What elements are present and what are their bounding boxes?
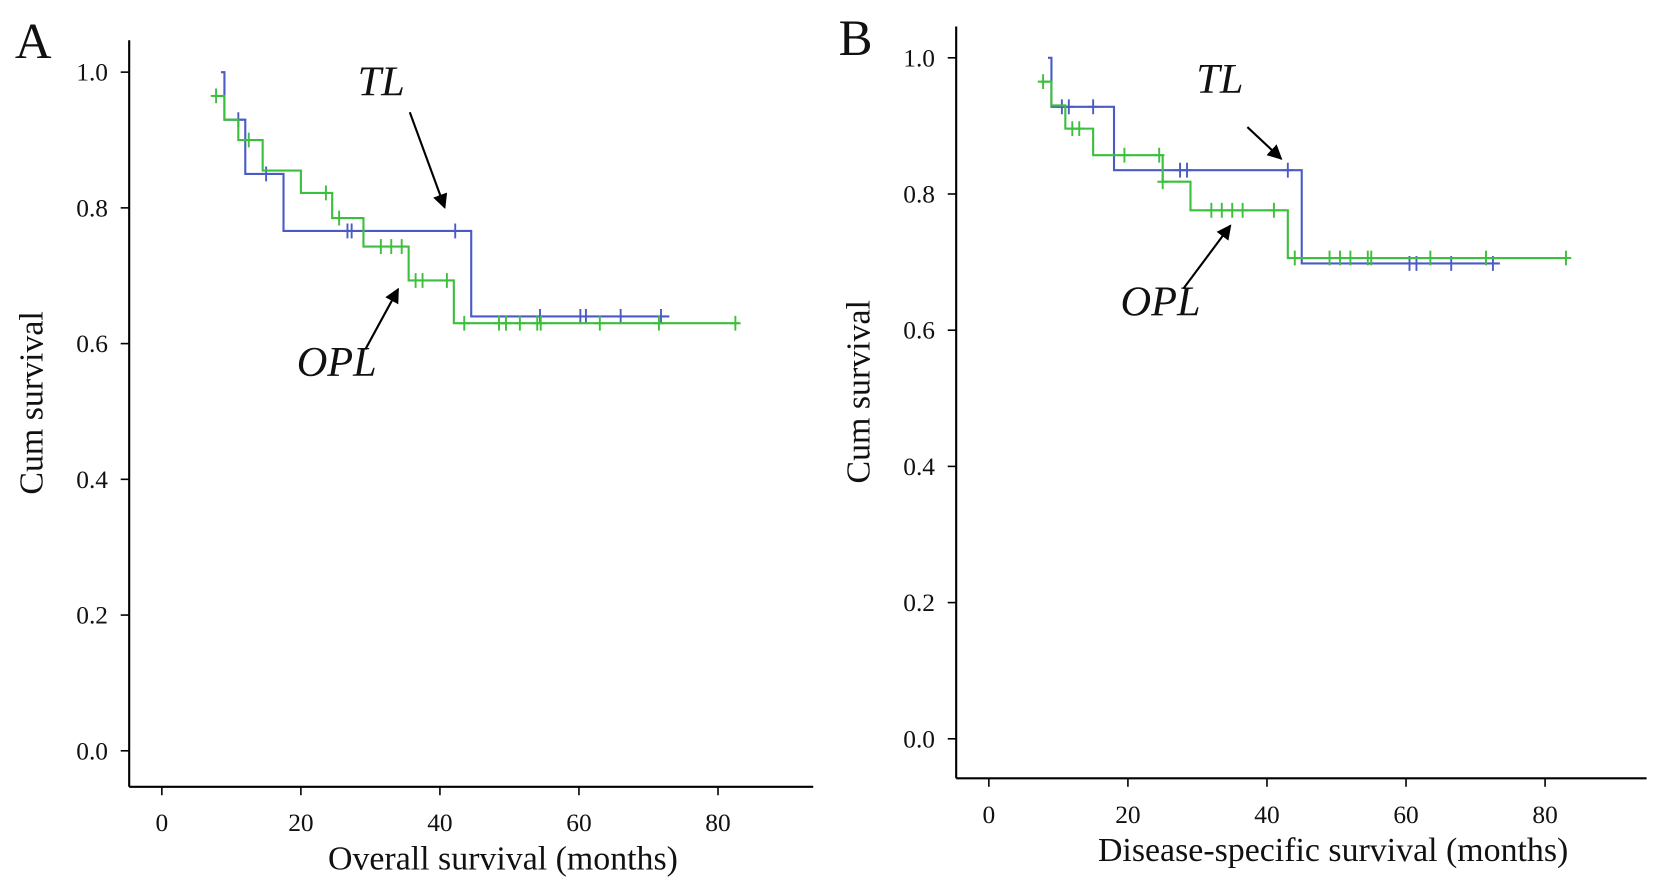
y-tick-label: 0.8 [76,194,108,222]
censor-mark [385,239,397,254]
y-tick-label: 0.0 [76,737,108,765]
censor-mark [730,315,741,331]
censor-mark [1289,250,1301,266]
y-tick-label: 1.0 [903,44,935,72]
censor-mark [1153,147,1165,163]
y-tick-label: 0.6 [903,317,935,345]
censor-mark [1237,202,1248,218]
x-tick-label: 60 [1393,801,1418,829]
censor-mark [1181,162,1193,178]
censor-mark [449,223,461,239]
annotation-arrow [1183,224,1232,289]
x-tick-label: 80 [705,809,730,837]
censor-mark [580,309,592,324]
curve-label: OPL [1121,279,1201,326]
censor-mark [1087,99,1099,115]
censor-mark [1365,250,1377,266]
y-tick-label: 0.4 [76,466,108,494]
censor-mark [615,309,626,324]
censor-mark [210,88,222,104]
censor-mark [655,309,667,324]
censor-mark [396,239,407,254]
y-tick-label: 0.6 [76,330,108,358]
censor-mark [653,315,665,331]
censor-mark [1425,250,1436,266]
censor-mark [1324,250,1335,266]
censor-mark [375,239,387,254]
x-tick-label: 0 [156,809,169,837]
censor-mark [346,223,357,239]
censor-mark [1157,174,1168,190]
censor-mark [458,315,470,331]
censor-mark [514,315,526,331]
x-tick-label: 80 [1532,801,1557,829]
y-tick-label: 0.8 [903,180,935,208]
y-tick-label: 0.2 [76,602,108,630]
censor-mark [1226,202,1238,218]
x-axis-label: Disease-specific survival (months) [1098,832,1568,869]
y-tick-label: 1.0 [76,59,108,87]
x-tick-label: 20 [1115,801,1140,829]
censor-mark [441,273,453,288]
x-tick-label: 0 [983,801,996,829]
x-axis-label: Overall survival (months) [328,840,678,877]
censor-mark [1073,121,1085,137]
chart-panel: B 0 20 40 60 80 0.0 0.2 0.4 0.6 0.8 1.0 Disease-spec… [839,10,1647,869]
x-tick-label: 40 [427,809,452,837]
censor-mark [1037,74,1049,90]
censor-mark [417,273,428,288]
x-tick-label: 60 [566,809,591,837]
survival-curve [1047,56,1500,265]
censor-mark [1345,250,1356,266]
annotation-arrow [364,287,400,350]
censor-mark [243,132,255,148]
censor-mark [1560,250,1572,266]
censor-mark [1119,147,1130,163]
curve-label: TL [1196,56,1243,103]
censor-mark [1216,202,1228,218]
y-axis-label: Cum survival [840,300,877,483]
censor-mark [1206,202,1217,218]
y-tick-label: 0.4 [903,453,935,481]
curve-label: TL [358,58,405,105]
curve-label: OPL [297,339,377,386]
censor-mark [333,210,345,226]
x-tick-label: 20 [288,809,313,837]
censor-mark [1334,250,1346,266]
annotation-arrow [1246,126,1283,160]
censor-mark [594,315,606,331]
annotation-arrow [408,111,448,209]
y-axis-label: Cum survival [13,311,50,494]
survival-curve [213,94,739,325]
x-tick-label: 40 [1254,801,1279,829]
censor-mark [535,315,547,331]
censor-mark [500,315,512,331]
censor-mark [320,185,332,201]
censor-mark [1282,162,1294,178]
panel-label: B [839,10,873,66]
censor-mark [1480,250,1492,266]
panel-label: A [15,13,52,69]
y-tick-label: 0.0 [903,725,935,753]
censor-mark [1268,202,1280,218]
y-tick-label: 0.2 [903,589,935,617]
chart-panel: A 0 20 40 60 80 0.0 0.2 0.4 0.6 0.8 1.0 Overall surv… [13,13,814,877]
censor-mark [260,166,272,182]
